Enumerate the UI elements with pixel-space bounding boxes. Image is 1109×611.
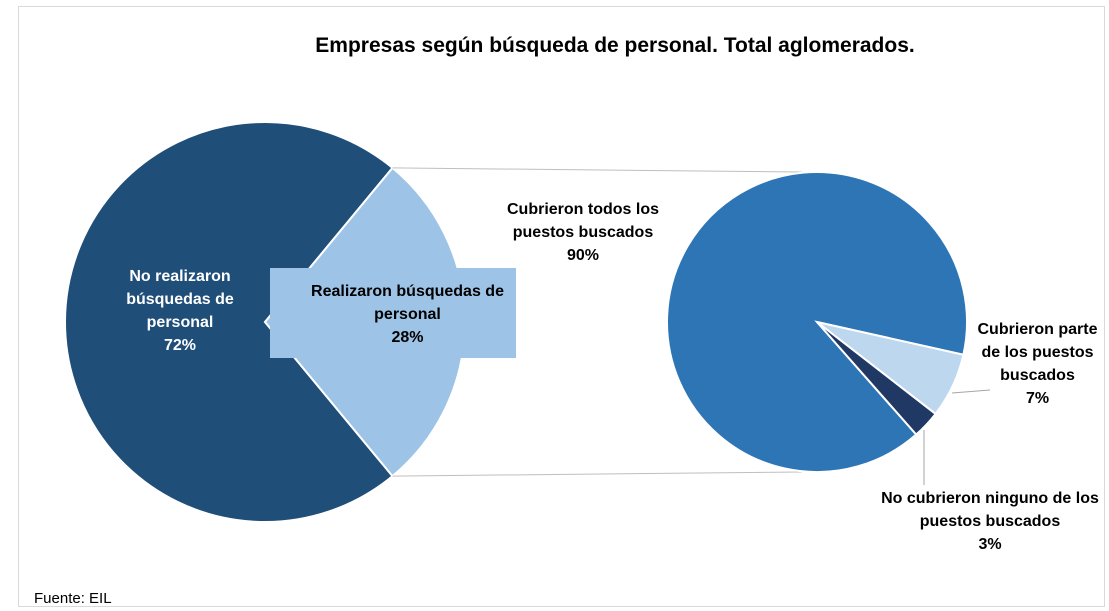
data-label-name: Cubrieron todos los puestos buscados bbox=[507, 201, 659, 241]
connector-line bbox=[392, 167, 803, 173]
data-label: No cubrieron ninguno de los puestos busc… bbox=[880, 487, 1100, 556]
data-label-value: 7% bbox=[1025, 390, 1050, 407]
data-label-name: Cubrieron parte de los puestos buscados bbox=[977, 321, 1098, 384]
pie-slice bbox=[64, 121, 394, 523]
data-label: Cubrieron todos los puestos buscados 90% bbox=[478, 198, 688, 267]
chart-title: Empresas según búsqueda de personal. Tot… bbox=[315, 34, 915, 57]
data-label-name: No cubrieron ninguno de los puestos busc… bbox=[881, 490, 1099, 530]
data-label-value: 72% bbox=[163, 337, 197, 354]
label-background bbox=[270, 268, 516, 358]
data-label-value: 3% bbox=[978, 536, 1002, 553]
data-label: No realizaron búsquedas de personal 72% bbox=[95, 265, 265, 357]
data-label-value: 90% bbox=[566, 247, 600, 264]
data-label-name: No realizaron búsquedas de personal bbox=[126, 268, 234, 331]
data-label: Cubrieron parte de los puestos buscados 7… bbox=[975, 318, 1100, 410]
chart-border bbox=[18, 6, 1105, 607]
data-label-name: Realizaron búsquedas de personal bbox=[311, 283, 504, 323]
pie-slice bbox=[816, 321, 937, 436]
source-note: Fuente: EIL bbox=[34, 590, 112, 607]
data-label: Realizaron búsquedas de personal 28% bbox=[300, 280, 515, 349]
connector-line bbox=[392, 471, 803, 477]
leader-line bbox=[951, 389, 991, 394]
data-label-value: 28% bbox=[391, 329, 424, 346]
